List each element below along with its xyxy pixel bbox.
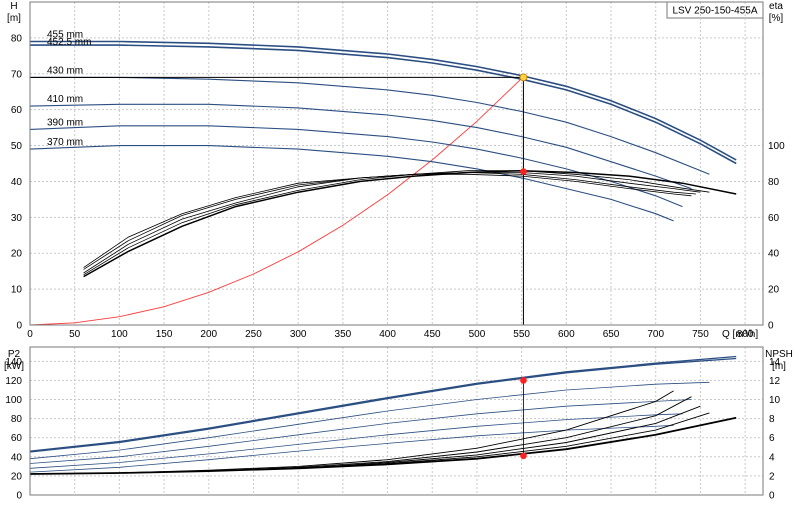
npsh-tick-label: 10 bbox=[769, 395, 781, 406]
power-tick-label: 120 bbox=[5, 376, 22, 387]
q-tick-label: 500 bbox=[469, 329, 486, 340]
head-tick-label: 60 bbox=[11, 105, 23, 116]
head-panel-axes: 0 50 100 150 200 250 300 350 400 450 500 550 600 650 7… bbox=[7, 1, 785, 340]
npsh-tick-label: 6 bbox=[769, 433, 775, 444]
eta-tick-label: 20 bbox=[768, 285, 780, 296]
power-tick-label: 60 bbox=[11, 433, 23, 444]
q-tick-label: 700 bbox=[647, 329, 664, 340]
efficiency-curve bbox=[83, 172, 701, 274]
npsh-tick-label: 2 bbox=[769, 471, 775, 482]
head-curve bbox=[30, 40, 737, 161]
npsh-axis-unit: [m] bbox=[772, 361, 786, 372]
power-point-marker bbox=[520, 377, 527, 384]
q-tick-label: 550 bbox=[513, 329, 530, 340]
power-axis-unit: [kW] bbox=[4, 361, 24, 372]
head-curve bbox=[29, 125, 683, 208]
head-tick-label: 0 bbox=[16, 321, 22, 332]
chart-title: LSV 250-150-455A bbox=[672, 6, 757, 17]
head-curve-label: 452.5 mm bbox=[47, 37, 91, 48]
power-panel-axes: 0 20 40 60 80 100 120 140 0 2 4 6 8 10 12 14 P2[kW] NPSH[… bbox=[4, 346, 793, 502]
q-tick-label: 250 bbox=[245, 329, 262, 340]
efficiency-curve bbox=[83, 173, 692, 268]
efficiency-point-marker bbox=[520, 168, 527, 175]
head-curve bbox=[30, 76, 710, 175]
q-tick-label: 200 bbox=[200, 329, 217, 340]
head-panel-grid bbox=[30, 2, 763, 325]
q-tick-label: 400 bbox=[379, 329, 396, 340]
head-panel-frame bbox=[29, 1, 764, 326]
npsh-curve bbox=[29, 390, 674, 475]
q-tick-label: 150 bbox=[156, 329, 173, 340]
q-tick-label: 300 bbox=[290, 329, 307, 340]
q-tick-label: 450 bbox=[424, 329, 441, 340]
q-tick-label: 600 bbox=[558, 329, 575, 340]
efficiency-curve bbox=[83, 170, 710, 276]
q-tick-label: 100 bbox=[111, 329, 128, 340]
head-axis-label: H bbox=[10, 1, 17, 12]
q-tick-label: 50 bbox=[69, 329, 81, 340]
eta-tick-label: 0 bbox=[768, 321, 774, 332]
power-npsh-panel: 0 20 40 60 80 100 120 140 0 2 4 6 8 10 12 14 P2[kW] NPSH[… bbox=[4, 346, 793, 502]
npsh-tick-label: 12 bbox=[769, 376, 781, 387]
head-curve bbox=[29, 145, 674, 222]
head-curve bbox=[30, 44, 737, 165]
head-tick-label: 30 bbox=[11, 213, 23, 224]
head-tick-label: 40 bbox=[11, 177, 23, 188]
efficiency-curve bbox=[83, 172, 697, 270]
power-curve bbox=[29, 413, 683, 469]
head-curve-label: 410 mm bbox=[47, 94, 83, 105]
eta-axis-label: eta bbox=[769, 1, 783, 12]
power-tick-label: 80 bbox=[11, 414, 23, 425]
head-curve-label: 370 mm bbox=[47, 137, 83, 148]
head-tick-label: 50 bbox=[11, 141, 23, 152]
head-axis-unit: [m] bbox=[7, 13, 21, 24]
power-curve bbox=[29, 399, 692, 464]
q-tick-label: 800 bbox=[737, 329, 754, 340]
q-tick-label: 750 bbox=[692, 329, 709, 340]
head-tick-label: 20 bbox=[11, 249, 23, 260]
head-curve-label: 430 mm bbox=[47, 65, 83, 76]
q-tick-label: 650 bbox=[603, 329, 620, 340]
npsh-point-marker bbox=[520, 452, 527, 460]
eta-tick-label: 40 bbox=[768, 249, 780, 260]
head-curve-label: 455 mm bbox=[47, 29, 83, 40]
eta-axis-unit: [%] bbox=[769, 13, 784, 24]
head-curve bbox=[29, 103, 692, 190]
power-tick-label: 40 bbox=[11, 452, 23, 463]
head-tick-label: 70 bbox=[11, 69, 23, 80]
q-tick-label: 350 bbox=[335, 329, 352, 340]
npsh-tick-label: 14 bbox=[769, 357, 781, 368]
system-curve bbox=[29, 78, 522, 326]
power-curve bbox=[29, 355, 737, 452]
head-tick-label: 80 bbox=[11, 33, 23, 44]
power-tick-label: 0 bbox=[16, 491, 22, 502]
head-curve-label: 390 mm bbox=[47, 117, 83, 128]
power-tick-label: 100 bbox=[5, 395, 22, 406]
npsh-tick-label: 4 bbox=[769, 452, 775, 463]
q-axis-label: Q [m³/h] bbox=[722, 329, 758, 340]
npsh-tick-label: 0 bbox=[769, 491, 775, 502]
power-panel-frame bbox=[29, 346, 764, 496]
head-tick-label: 10 bbox=[11, 285, 23, 296]
npsh-axis-label: NPSH bbox=[765, 349, 793, 360]
power-tick-label: 20 bbox=[11, 471, 23, 482]
npsh-tick-label: 8 bbox=[769, 414, 775, 425]
eta-tick-label: 80 bbox=[768, 177, 780, 188]
q-tick-label: 0 bbox=[27, 329, 33, 340]
efficiency-curve bbox=[83, 169, 737, 278]
power-tick-label: 140 bbox=[5, 357, 22, 368]
eta-tick-label: 100 bbox=[768, 141, 785, 152]
power-curve bbox=[29, 357, 737, 453]
power-panel-series bbox=[29, 355, 737, 475]
duty-point-marker bbox=[519, 73, 528, 82]
power-axis-label: P2 bbox=[8, 349, 21, 360]
power-curve bbox=[29, 381, 710, 460]
power-curve bbox=[29, 424, 674, 473]
eta-tick-label: 60 bbox=[768, 213, 780, 224]
npsh-curve bbox=[29, 396, 692, 475]
